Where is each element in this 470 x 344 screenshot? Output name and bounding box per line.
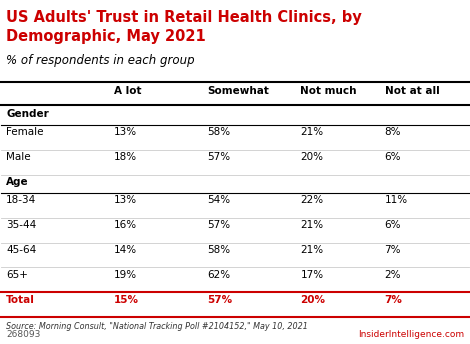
Text: 15%: 15% [114, 295, 139, 305]
Text: 58%: 58% [207, 127, 230, 137]
Text: 20%: 20% [300, 295, 325, 305]
Text: 35-44: 35-44 [6, 220, 36, 230]
Text: InsiderIntelligence.com: InsiderIntelligence.com [358, 330, 464, 339]
Text: 2%: 2% [384, 270, 401, 280]
Text: Gender: Gender [6, 109, 49, 119]
Text: 58%: 58% [207, 245, 230, 255]
Text: 20%: 20% [300, 152, 323, 162]
Text: 22%: 22% [300, 195, 323, 205]
Text: 7%: 7% [384, 295, 402, 305]
Text: Not much: Not much [300, 86, 357, 96]
Text: US Adults' Trust in Retail Health Clinics, by
Demographic, May 2021: US Adults' Trust in Retail Health Clinic… [6, 10, 362, 44]
Text: Somewhat: Somewhat [207, 86, 269, 96]
Text: Female: Female [6, 127, 44, 137]
Text: 65+: 65+ [6, 270, 28, 280]
Text: 57%: 57% [207, 220, 230, 230]
Text: Not at all: Not at all [384, 86, 439, 96]
Text: 14%: 14% [114, 245, 137, 255]
Text: 54%: 54% [207, 195, 230, 205]
Text: 57%: 57% [207, 152, 230, 162]
Text: 268093: 268093 [6, 330, 40, 339]
Text: Age: Age [6, 177, 29, 187]
Text: 13%: 13% [114, 195, 137, 205]
Text: 18-34: 18-34 [6, 195, 36, 205]
Text: 11%: 11% [384, 195, 407, 205]
Text: A lot: A lot [114, 86, 141, 96]
Text: Total: Total [6, 295, 35, 305]
Text: 62%: 62% [207, 270, 230, 280]
Text: 7%: 7% [384, 245, 401, 255]
Text: % of respondents in each group: % of respondents in each group [6, 54, 195, 67]
Text: 21%: 21% [300, 220, 323, 230]
Text: 21%: 21% [300, 245, 323, 255]
Text: Male: Male [6, 152, 31, 162]
Text: 19%: 19% [114, 270, 137, 280]
Text: 16%: 16% [114, 220, 137, 230]
Text: 13%: 13% [114, 127, 137, 137]
Text: 6%: 6% [384, 152, 401, 162]
Text: 18%: 18% [114, 152, 137, 162]
Text: 17%: 17% [300, 270, 323, 280]
Text: 45-64: 45-64 [6, 245, 36, 255]
Text: 8%: 8% [384, 127, 401, 137]
Text: 21%: 21% [300, 127, 323, 137]
Text: 6%: 6% [384, 220, 401, 230]
Text: Source: Morning Consult, "National Tracking Poll #2104152," May 10, 2021: Source: Morning Consult, "National Track… [6, 322, 308, 331]
Text: 57%: 57% [207, 295, 232, 305]
